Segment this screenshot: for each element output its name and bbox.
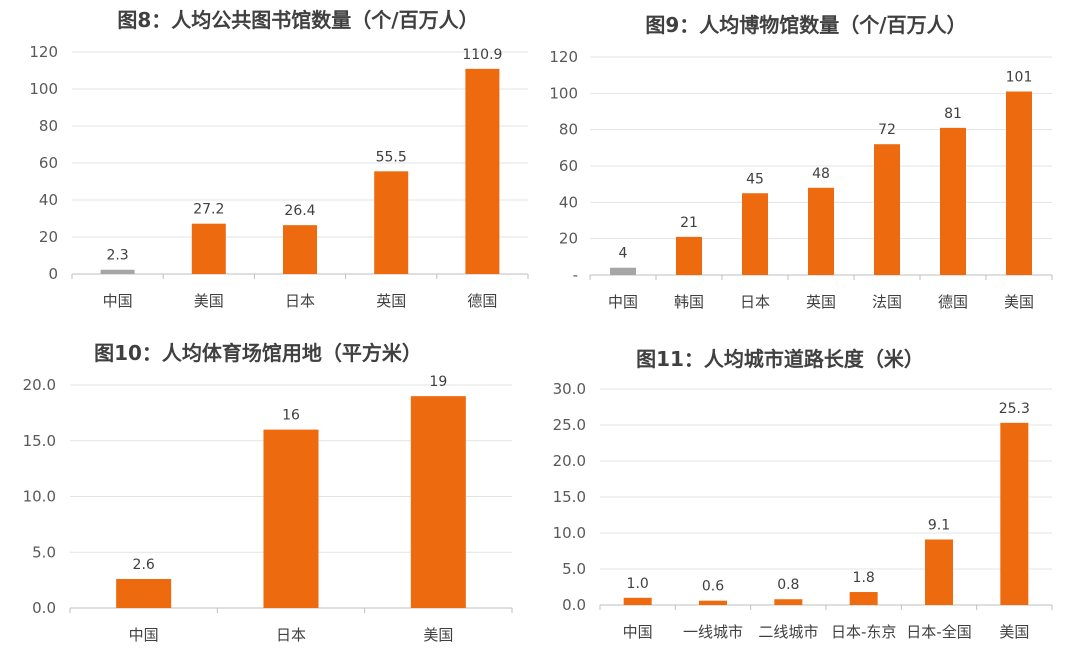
y-tick-label: 20 (39, 228, 58, 246)
y-tick-label: 40 (559, 193, 578, 211)
data-label: 27.2 (193, 202, 224, 218)
data-label: 2.3 (106, 248, 128, 264)
x-tick-label: 韩国 (674, 293, 704, 311)
bar (1000, 422, 1029, 605)
data-label: 1.0 (627, 576, 649, 592)
y-tick-label: 0.0 (32, 599, 56, 617)
y-tick-label: 0 (48, 265, 58, 283)
data-label: 19 (429, 374, 447, 390)
bar (100, 269, 135, 274)
y-tick-label: - (573, 266, 578, 284)
x-tick-label: 德国 (467, 292, 497, 310)
bar (676, 236, 702, 275)
bar (263, 429, 319, 608)
y-tick-label: 0.0 (562, 596, 586, 614)
x-tick-label: 美国 (423, 626, 453, 644)
data-label: 72 (878, 122, 896, 138)
x-tick-label: 法国 (872, 293, 902, 311)
x-tick-label: 日本 (740, 293, 770, 311)
chart-title: 图8：人均公共图书馆数量（个/百万人） (117, 8, 478, 32)
data-label: 48 (812, 166, 830, 182)
bar (699, 600, 727, 605)
y-tick-label: 80 (559, 121, 578, 139)
chart-title: 图10：人均体育场馆用地（平方米） (94, 341, 422, 365)
x-tick-label: 德国 (938, 293, 968, 311)
y-tick-label: 5.0 (562, 560, 586, 578)
bar (940, 127, 966, 275)
bar (808, 187, 834, 275)
y-tick-label: 20.0 (23, 376, 56, 394)
chart-museum: 图9：人均博物馆数量（个/百万人） - 20 40 60 80 100 120 4 中国 21 韩国… (549, 13, 1053, 311)
bar (283, 225, 317, 274)
bar (623, 597, 652, 605)
data-label: 55.5 (376, 149, 407, 165)
chart-title: 图11：人均城市道路长度（米） (636, 347, 924, 371)
x-tick-label: 美国 (999, 623, 1029, 641)
bar (465, 68, 500, 275)
data-label: 101 (1006, 70, 1033, 86)
x-tick-label: 英国 (376, 292, 406, 310)
data-label: 110.9 (462, 47, 502, 63)
data-label: 16 (282, 408, 300, 424)
y-tick-label: 60 (39, 154, 58, 172)
x-tick-label: 日本-东京 (831, 623, 896, 641)
y-tick-label: 60 (559, 157, 578, 175)
data-label: 4 (619, 246, 628, 262)
data-label: 9.1 (928, 517, 950, 533)
x-tick-label: 日本 (285, 292, 315, 310)
bar (191, 223, 226, 274)
x-tick-label: 中国 (103, 292, 133, 310)
x-tick-label: 一线城市 (683, 623, 743, 641)
data-label: 25.3 (999, 401, 1030, 417)
chart-library: 图8：人均公共图书馆数量（个/百万人） 0 20 40 60 80 100 120 2.3 中国… (29, 8, 529, 310)
y-tick-label: 120 (549, 48, 578, 66)
x-tick-label: 美国 (194, 292, 224, 310)
bar (874, 144, 900, 275)
data-label: 2.6 (133, 557, 155, 573)
y-tick-label: 100 (549, 84, 578, 102)
data-label: 26.4 (284, 203, 315, 219)
bar (742, 193, 768, 275)
bar (849, 592, 878, 605)
data-label: 0.6 (702, 579, 724, 595)
y-tick-label: 30.0 (553, 380, 586, 398)
bar (1006, 91, 1032, 276)
y-tick-label: 25.0 (553, 416, 586, 434)
bar (374, 171, 409, 274)
y-tick-label: 10.0 (23, 488, 56, 506)
x-tick-label: 二线城市 (758, 623, 818, 641)
bar (410, 396, 466, 608)
chart-title: 图9：人均博物馆数量（个/百万人） (645, 13, 966, 37)
bar (774, 599, 803, 605)
x-tick-label: 中国 (623, 623, 653, 641)
chart-stadium: 图10：人均体育场馆用地（平方米） 0.0 5.0 10.0 15.0 20.0 2.6 中… (23, 341, 513, 644)
x-tick-label: 中国 (129, 626, 159, 644)
y-tick-label: 20 (559, 230, 578, 248)
bar (925, 539, 953, 605)
x-tick-label: 美国 (1004, 293, 1034, 311)
bar (610, 267, 636, 275)
data-label: 1.8 (853, 570, 875, 586)
y-tick-label: 80 (39, 117, 58, 135)
y-tick-label: 15.0 (553, 488, 586, 506)
chart-road: 图11：人均城市道路长度（米） 0.0 5.0 10.0 15.0 20.0 25.0 30… (553, 347, 1053, 641)
y-tick-label: 20.0 (553, 452, 586, 470)
x-tick-label: 中国 (608, 293, 638, 311)
y-tick-label: 10.0 (553, 524, 586, 542)
y-tick-label: 15.0 (23, 432, 56, 450)
data-label: 45 (746, 171, 764, 187)
data-label: 21 (680, 215, 698, 231)
data-label: 81 (944, 106, 962, 122)
x-tick-label: 日本-全国 (906, 623, 971, 641)
x-tick-label: 英国 (806, 293, 836, 311)
data-label: 0.8 (777, 577, 799, 593)
y-tick-label: 5.0 (32, 543, 56, 561)
bar (116, 579, 172, 608)
y-tick-label: 100 (29, 80, 58, 98)
x-tick-label: 日本 (276, 626, 306, 644)
y-tick-label: 120 (29, 43, 58, 61)
y-tick-label: 40 (39, 191, 58, 209)
